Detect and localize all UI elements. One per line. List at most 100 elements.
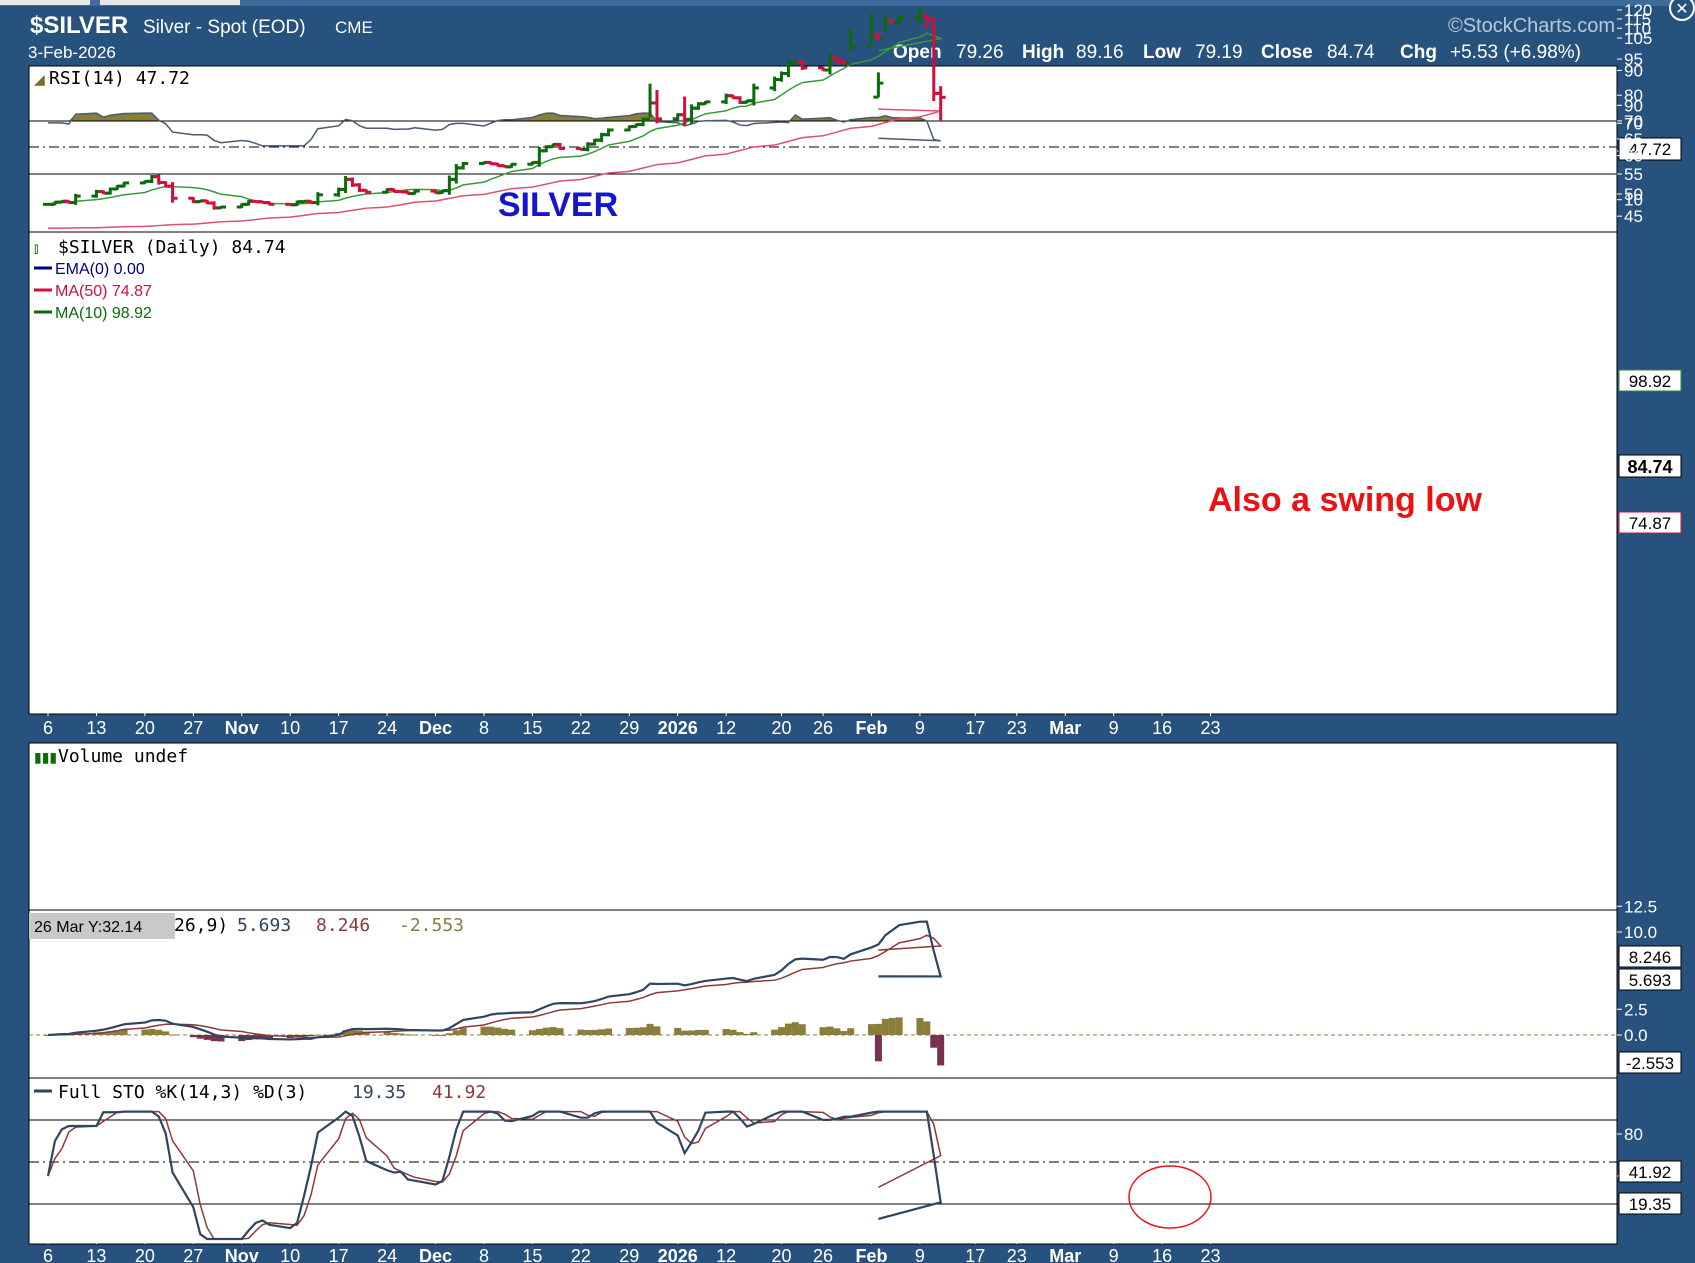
x-tick-label: 17	[329, 718, 349, 738]
close-value-tag	[1618, 454, 1682, 478]
x-tick-label: 29	[619, 718, 639, 738]
macd-histogram-bar	[535, 1028, 543, 1035]
macd-histogram-bar	[632, 1027, 640, 1035]
price-tick-label: 95	[1624, 50, 1643, 69]
macd-histogram-bar	[210, 1035, 218, 1042]
crosshair-tooltip-text: 26 Mar Y:32.14	[34, 919, 142, 936]
close-value: 84.74	[1327, 42, 1375, 63]
macd-histogram-bar	[826, 1026, 834, 1035]
x-tick-label: 27	[183, 1246, 203, 1263]
macd-histogram-bar	[300, 1035, 308, 1037]
ema-legend: EMA(0) 0.00	[55, 261, 145, 278]
price-tick-label: 70	[1624, 114, 1643, 133]
ma10-legend: MA(10) 98.92	[55, 305, 152, 322]
x-tick-label: 20	[772, 718, 792, 738]
price-bar	[506, 162, 517, 169]
macd-histogram-bar	[542, 1027, 550, 1035]
sto-k-value-tag-text: 19.35	[1629, 1195, 1672, 1214]
sto-tick-label: 80	[1624, 1125, 1643, 1144]
price-bars-icon: ⫾	[34, 240, 38, 256]
sto-d-value-tag-text: 41.92	[1629, 1163, 1672, 1182]
macd-histogram-bar	[487, 1026, 495, 1035]
macd-histogram-bar	[556, 1028, 564, 1035]
macd-histogram-bar	[445, 1033, 453, 1035]
macd-histogram-bar	[874, 1035, 882, 1062]
ma10-value-tag-text: 98.92	[1629, 372, 1672, 391]
price-legend: $SILVER (Daily) 84.74	[58, 237, 286, 258]
macd-histogram-bar	[743, 1033, 751, 1035]
x-tick-label: 22	[571, 1246, 591, 1263]
price-tick-label: 65	[1624, 130, 1643, 149]
x-tick-label: Nov	[225, 1246, 259, 1263]
macd-histogram-bar	[508, 1029, 516, 1035]
macd-histogram-bar	[653, 1026, 661, 1035]
x-tick-label: 10	[280, 718, 300, 738]
macd-histogram-bar	[348, 1029, 356, 1035]
macd-axis: 12.5 10.0 2.5 0.0	[1617, 897, 1657, 1045]
macd-histogram-bar	[729, 1029, 737, 1035]
close-icon[interactable]	[1669, 0, 1695, 21]
volume-icon: ▮▮▮	[34, 749, 57, 765]
macd-histogram-bar	[577, 1029, 585, 1035]
macd-signal-line	[47, 934, 943, 1039]
price-bar	[935, 86, 946, 121]
macd-histogram-bar	[881, 1018, 889, 1035]
macd-value-tag	[1618, 968, 1682, 991]
price-tick-label: 55	[1624, 165, 1643, 184]
macd-histogram-bar	[528, 1030, 536, 1035]
macd-histogram-bar	[681, 1030, 689, 1035]
exchange-label: CME	[335, 18, 373, 37]
signal-legend-value: 8.246	[316, 915, 370, 936]
macd-histogram-bar	[397, 1033, 405, 1035]
volume-legend: Volume undef	[58, 746, 188, 767]
x-tick-label: 9	[915, 1246, 925, 1263]
price-tick-label: 90	[1624, 61, 1643, 80]
x-axis-bottom: 6 13 20 27 Nov 10 17 24 Dec 8 15 22 29 2026 12 20 26 Feb 9…	[43, 1240, 1221, 1263]
crosshair-tooltip	[29, 913, 175, 939]
open-label: Open	[893, 42, 942, 63]
price-tick-label: 120	[1624, 1, 1652, 20]
x-tick-label: 10	[280, 1246, 300, 1263]
sto-d-value-tag	[1618, 1160, 1682, 1183]
macd-histogram-bar	[874, 1023, 882, 1035]
macd-histogram-bar	[584, 1029, 592, 1035]
macd-histogram-bar	[923, 1021, 931, 1035]
price-tick-label: 45	[1624, 207, 1643, 226]
macd-histogram-bar	[432, 1034, 440, 1036]
macd-histogram-bar	[888, 1017, 896, 1035]
macd-histogram-bar	[480, 1026, 488, 1035]
macd-histogram-bar	[895, 1017, 903, 1035]
label-panel	[28, 173, 1618, 233]
x-tick-label: 16	[1152, 1246, 1172, 1263]
price-bar	[409, 189, 420, 196]
macd-histogram-bar	[750, 1032, 758, 1035]
x-tick-label: Mar	[1049, 718, 1081, 738]
price-bar	[458, 161, 469, 170]
close-label: Close	[1261, 42, 1313, 63]
macd-histogram-bar	[819, 1027, 827, 1035]
top-strip	[0, 0, 1695, 6]
ma50-line	[47, 108, 941, 229]
x-tick-label: 23	[1007, 718, 1027, 738]
price-bar	[555, 142, 566, 150]
x-axis-top: 6 13 20 27 Nov 10 17 24 Dec 8 15 22 29 2026 12 20 26 Feb 9…	[43, 712, 1221, 738]
macd-legend-prefix: 26,9)	[174, 915, 228, 936]
x-tick-label: Nov	[225, 718, 259, 738]
high-label: High	[1022, 42, 1064, 63]
price-bar	[312, 192, 323, 206]
rsi-tick-label: 70	[1624, 112, 1643, 131]
price-bar	[700, 100, 711, 106]
instrument-name: Silver - Spot (EOD)	[143, 17, 306, 38]
price-bars	[43, 7, 946, 210]
macd-histogram-bar	[342, 1030, 350, 1035]
macd-histogram-bar	[646, 1023, 654, 1035]
macd-histogram-bar	[120, 1029, 128, 1035]
price-bar	[880, 14, 891, 41]
macd-histogram-bar	[203, 1035, 211, 1040]
ohlc-summary: Open 79.26 High 89.16 Low 79.19 Close 84…	[893, 42, 1581, 63]
macd-histogram-bar	[722, 1029, 730, 1035]
macd-histogram-bar	[459, 1027, 467, 1035]
price-tick-label: 115	[1624, 10, 1651, 29]
